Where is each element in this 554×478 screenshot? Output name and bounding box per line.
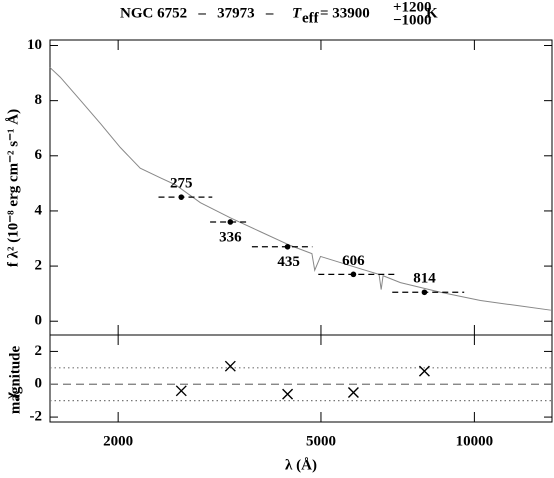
x-tick-label: 2000 xyxy=(103,433,133,449)
chi-point xyxy=(282,388,294,400)
teff-value: = 33900 xyxy=(320,5,370,21)
err-minus: −1000 xyxy=(393,12,432,28)
err-plus: +1200 xyxy=(393,0,432,15)
photometry-point xyxy=(178,194,185,200)
y-tick-label: -2 xyxy=(30,409,43,425)
y2-axis-label: χ xyxy=(3,391,19,400)
y-tick-label: 6 xyxy=(35,147,43,163)
y-axis-label: f λ² (10⁻⁸ erg cm⁻² s⁻¹ Å) xyxy=(5,109,21,267)
chi-point xyxy=(175,385,187,397)
x-tick-label: 10000 xyxy=(456,433,494,449)
teff-symbol: T xyxy=(292,5,302,21)
photometry-point xyxy=(421,289,428,296)
photometry-point xyxy=(350,271,357,278)
y-tick-label: 0 xyxy=(35,313,43,329)
x-tick-label: 5000 xyxy=(306,433,336,449)
filter-label: 435 xyxy=(277,254,300,270)
y-tick-label: 8 xyxy=(35,92,43,108)
chi-point xyxy=(418,365,430,377)
photometry-point xyxy=(284,243,291,250)
filter-label: 606 xyxy=(342,253,365,269)
unit: K xyxy=(426,5,438,21)
chart-title: NGC 6752 – 37973 – xyxy=(120,5,274,21)
y2-axis-label-sub: magnitude xyxy=(7,345,23,414)
plot-frame xyxy=(49,39,553,336)
y-tick-label: 10 xyxy=(27,37,42,53)
filter-label: 814 xyxy=(413,271,436,287)
y-tick-label: 0 xyxy=(35,376,43,392)
y-tick-label: 2 xyxy=(35,258,43,274)
chi-point xyxy=(347,386,359,398)
y-tick-label: 2 xyxy=(35,343,43,359)
filter-label: 275 xyxy=(170,176,193,192)
photometry-point xyxy=(227,219,234,225)
y-tick-label: 4 xyxy=(35,202,43,218)
x-axis-label: λ (Å) xyxy=(285,457,317,473)
plot-frame xyxy=(49,334,553,423)
teff-sub: eff xyxy=(302,10,320,26)
spectrum-line xyxy=(49,67,551,311)
chi-point xyxy=(224,360,236,372)
filter-label: 336 xyxy=(219,229,242,245)
